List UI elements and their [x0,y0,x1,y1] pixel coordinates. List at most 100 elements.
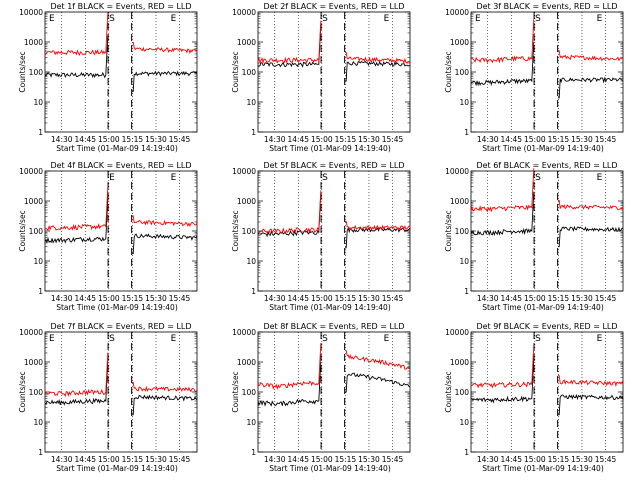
y-axis-label: Counts/sec [444,371,453,412]
series-line-pre [257,343,322,391]
y-tick-label: 100 [29,227,44,236]
plot-frame [44,331,198,453]
x-tick-label: 14:30 [51,135,73,144]
y-tick-label: 10 [33,257,43,266]
event-marker-label: E [597,334,603,344]
x-tick-label: 15:15 [122,135,144,144]
event-marker-label: S [535,334,541,344]
y-tick-label: 1 [464,448,469,457]
y-tick-label: 10 [246,257,256,266]
y-axis-label: Counts/sec [18,210,27,251]
x-axis-label: Start Time (01-Mar-09 14:19:40) [56,464,178,473]
x-tick-label: 15:00 [524,294,546,303]
x-tick-label: 15:15 [122,455,144,464]
series-line-pre [470,344,535,389]
x-tick-label: 15:30 [358,135,380,144]
y-tick-label: 10000 [445,167,469,176]
x-tick-label: 14:45 [74,455,96,464]
plot-title: Det 3f BLACK = Events, RED = LLD [476,2,617,11]
plot-panel-3: Det 3f BLACK = Events, RED = LLD 1 10 100 10… [444,2,624,153]
event-marker-label: E [171,14,177,24]
series-line-pre [257,24,322,68]
series-line-post [558,225,624,248]
y-tick-label: 100 [242,68,257,77]
x-tick-label: 14:30 [477,455,499,464]
event-marker-label: E [384,14,390,24]
series-line-pre [44,352,109,397]
x-tick-label: 14:45 [74,135,96,144]
series-line-post [132,233,198,255]
event-marker-label: E [171,173,177,183]
x-tick-label: 15:45 [169,455,191,464]
series-line-post [132,42,198,54]
x-tick-label: 15:30 [571,135,593,144]
y-tick-label: 100 [29,388,44,397]
series-line-pre [470,359,535,404]
x-tick-label: 14:45 [287,294,309,303]
series-line-pre [257,192,322,238]
y-tick-label: 1000 [24,358,43,367]
y-tick-label: 100 [455,227,470,236]
x-tick-label: 15:00 [524,455,546,464]
x-tick-label: 15:00 [98,135,120,144]
x-tick-label: 15:45 [382,294,404,303]
y-tick-label: 1000 [24,197,43,206]
y-tick-label: 100 [455,388,470,397]
y-tick-label: 100 [455,68,470,77]
plot-title: Det 5f BLACK = Events, RED = LLD [263,161,404,170]
plot-frame [470,331,624,453]
y-tick-label: 10000 [232,167,256,176]
x-tick-label: 15:00 [311,294,333,303]
event-marker-label: E [109,173,115,183]
y-tick-label: 10 [459,98,469,107]
x-tick-label: 14:30 [51,294,73,303]
y-tick-label: 10 [459,257,469,266]
series-line-pre [44,187,109,231]
y-axis-label: Counts/sec [231,371,240,412]
plot-title: Det 1f BLACK = Events, RED = LLD [50,2,191,11]
y-tick-label: 10 [246,98,256,107]
plot-panel-1: Det 1f BLACK = Events, RED = LLD 1 10 100 10… [18,2,198,153]
y-tick-label: 1 [38,128,43,137]
y-tick-label: 1000 [237,197,256,206]
x-tick-label: 14:45 [500,135,522,144]
y-tick-label: 1000 [450,358,469,367]
plot-title: Det 6f BLACK = Events, RED = LLD [476,161,617,170]
y-tick-label: 1 [251,128,256,137]
x-axis-label: Start Time (01-Mar-09 14:19:40) [482,303,604,312]
x-tick-label: 14:30 [477,294,499,303]
y-tick-label: 10 [33,98,43,107]
x-tick-label: 15:45 [169,294,191,303]
event-marker-label: E [597,173,603,183]
x-tick-label: 15:15 [335,455,357,464]
plot-title: Det 2f BLACK = Events, RED = LLD [263,2,404,11]
event-marker-label: S [109,14,115,24]
series-line-post [345,60,411,82]
plot-frame [470,170,624,292]
event-marker-label: E [49,14,55,24]
plot-frame [257,331,411,453]
x-tick-label: 14:30 [477,135,499,144]
event-marker-label: E [597,14,603,24]
series-line-post [558,76,624,99]
series-line-pre [44,199,109,244]
x-tick-label: 15:00 [524,135,546,144]
event-marker-label: S [535,14,541,24]
series-line-post [345,350,411,370]
x-axis-label: Start Time (01-Mar-09 14:19:40) [56,303,178,312]
y-tick-label: 100 [29,68,44,77]
y-tick-label: 1000 [237,358,256,367]
x-tick-label: 14:30 [264,455,286,464]
x-axis-label: Start Time (01-Mar-09 14:19:40) [269,303,391,312]
y-tick-label: 10000 [19,167,43,176]
y-tick-label: 1 [464,287,469,296]
series-line-post [558,375,624,388]
series-line-pre [44,12,109,56]
x-tick-label: 15:30 [145,135,167,144]
series-line-pre [471,19,535,64]
x-tick-label: 15:15 [548,135,570,144]
event-marker-label: E [384,173,390,183]
plot-panel-8: Det 8f BLACK = Events, RED = LLD 1 10 100 10… [231,322,411,473]
x-tick-label: 15:45 [595,455,617,464]
plot-panel-2: Det 2f BLACK = Events, RED = LLD 1 10 100 10… [231,2,411,153]
